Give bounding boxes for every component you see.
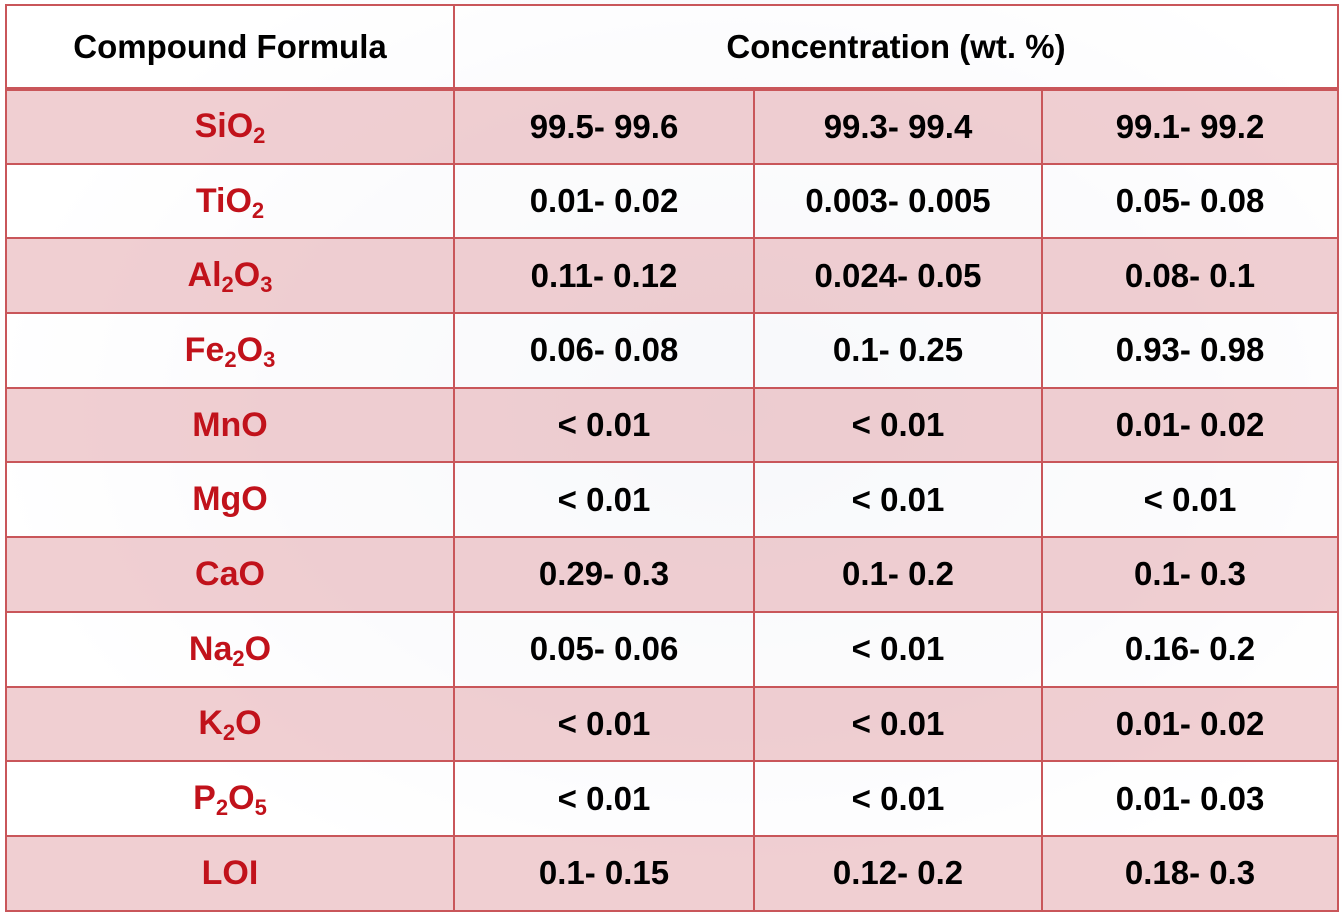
formula-subscript: 2 — [232, 645, 245, 671]
concentration-cell-3: 0.1- 0.3 — [1041, 536, 1339, 613]
compound-formula-cell: Na2O — [5, 610, 455, 688]
formula-element: P — [193, 779, 216, 818]
formula-subscript: 5 — [254, 795, 267, 821]
concentration-cell-2: < 0.01 — [753, 760, 1043, 837]
concentration-cell-1: 0.01- 0.02 — [453, 162, 755, 240]
table-row: TiO2 0.01- 0.02 0.003- 0.005 0.05- 0.08 — [5, 162, 1339, 240]
table-row: P2O5 < 0.01 < 0.01 0.01- 0.03 — [5, 760, 1339, 837]
formula-element: LOI — [201, 853, 259, 892]
concentration-cell-3: < 0.01 — [1041, 461, 1339, 539]
table-row: MnO < 0.01 < 0.01 0.01- 0.02 — [5, 386, 1339, 464]
table-row: SiO2 99.5- 99.6 99.3- 99.4 99.1- 99.2 — [5, 87, 1339, 165]
formula-element: MnO — [192, 405, 268, 444]
formula-element: Ti — [195, 181, 226, 220]
concentration-cell-3: 0.16- 0.2 — [1041, 610, 1339, 688]
table-row: LOI 0.1- 0.15 0.12- 0.2 0.18- 0.3 — [5, 834, 1339, 912]
compound-formula-cell: CaO — [5, 536, 455, 613]
compound-formula-cell: LOI — [5, 834, 455, 912]
compound-formula-cell: MnO — [5, 386, 455, 464]
formula-subscript: 2 — [251, 197, 265, 223]
concentration-cell-2: 0.024- 0.05 — [753, 237, 1043, 315]
compound-formula-cell: TiO2 — [5, 162, 455, 240]
concentration-cell-3: 0.05- 0.08 — [1041, 162, 1339, 240]
compound-formula-cell: MgO — [5, 461, 455, 539]
formula-element: O — [233, 256, 261, 295]
formula-subscript: 2 — [222, 720, 236, 746]
concentration-cell-1: < 0.01 — [453, 461, 755, 539]
concentration-cell-2: 0.12- 0.2 — [753, 834, 1043, 912]
concentration-cell-3: 0.01- 0.02 — [1041, 685, 1339, 763]
formula-element: MgO — [192, 480, 268, 519]
concentration-cell-1: < 0.01 — [453, 760, 755, 837]
formula-subscript: 2 — [253, 123, 266, 149]
formula-element: Na — [188, 629, 233, 668]
formula-subscript: 2 — [224, 346, 237, 372]
concentration-cell-2: < 0.01 — [753, 461, 1043, 539]
concentration-cell-2: < 0.01 — [753, 685, 1043, 763]
concentration-cell-2: 99.3- 99.4 — [753, 87, 1043, 165]
composition-table: Compound Formula Concentration (wt. %) S… — [5, 4, 1339, 912]
formula-element: O — [225, 181, 252, 220]
concentration-cell-3: 0.01- 0.03 — [1041, 760, 1339, 837]
header-row: Compound Formula Concentration (wt. %) — [5, 4, 1339, 90]
concentration-cell-2: 0.1- 0.25 — [753, 312, 1043, 389]
formula-element: O — [244, 629, 272, 668]
concentration-cell-2: < 0.01 — [753, 386, 1043, 464]
concentration-cell-1: 0.05- 0.06 — [453, 610, 755, 688]
table-row: CaO 0.29- 0.3 0.1- 0.2 0.1- 0.3 — [5, 536, 1339, 613]
concentration-cell-3: 99.1- 99.2 — [1041, 87, 1339, 165]
concentration-cell-3: 0.18- 0.3 — [1041, 834, 1339, 912]
formula-element: K — [198, 704, 223, 743]
header-compound-formula: Compound Formula — [5, 4, 455, 90]
concentration-cell-3: 0.93- 0.98 — [1041, 312, 1339, 389]
compound-formula-cell: K2O — [5, 685, 455, 763]
concentration-cell-1: 0.1- 0.15 — [453, 834, 755, 912]
concentration-cell-2: 0.1- 0.2 — [753, 536, 1043, 613]
formula-subscript: 3 — [260, 272, 273, 298]
formula-element: O — [226, 107, 254, 146]
formula-element: O — [236, 330, 264, 369]
concentration-cell-1: < 0.01 — [453, 386, 755, 464]
formula-element: Al — [187, 256, 222, 295]
table-row: K2O < 0.01 < 0.01 0.01- 0.02 — [5, 685, 1339, 763]
concentration-cell-2: 0.003- 0.005 — [753, 162, 1043, 240]
table-row: MgO < 0.01 < 0.01 < 0.01 — [5, 461, 1339, 539]
header-concentration: Concentration (wt. %) — [453, 4, 1339, 90]
formula-element: Fe — [184, 330, 225, 369]
compound-formula-cell: P2O5 — [5, 760, 455, 837]
concentration-cell-3: 0.01- 0.02 — [1041, 386, 1339, 464]
concentration-cell-1: 0.11- 0.12 — [453, 237, 755, 315]
table-row: Na2O 0.05- 0.06 < 0.01 0.16- 0.2 — [5, 610, 1339, 688]
formula-element: Si — [194, 107, 227, 146]
formula-element: O — [235, 704, 262, 743]
compound-formula-cell: Al2O3 — [5, 237, 455, 315]
concentration-cell-2: < 0.01 — [753, 610, 1043, 688]
concentration-cell-1: 99.5- 99.6 — [453, 87, 755, 165]
formula-element: O — [228, 779, 255, 818]
concentration-cell-3: 0.08- 0.1 — [1041, 237, 1339, 315]
formula-subscript: 2 — [221, 272, 234, 298]
concentration-cell-1: 0.06- 0.08 — [453, 312, 755, 389]
formula-subscript: 2 — [215, 795, 229, 821]
concentration-cell-1: 0.29- 0.3 — [453, 536, 755, 613]
compound-formula-cell: SiO2 — [5, 87, 455, 165]
table-body: SiO2 99.5- 99.6 99.3- 99.4 99.1- 99.2 TiO2 0.… — [5, 87, 1339, 912]
table-row: Fe2O3 0.06- 0.08 0.1- 0.25 0.93- 0.98 — [5, 312, 1339, 389]
formula-element: CaO — [195, 554, 265, 593]
formula-subscript: 3 — [263, 346, 276, 372]
table-row: Al2O3 0.11- 0.12 0.024- 0.05 0.08- 0.1 — [5, 237, 1339, 315]
compound-formula-cell: Fe2O3 — [5, 312, 455, 389]
concentration-cell-1: < 0.01 — [453, 685, 755, 763]
